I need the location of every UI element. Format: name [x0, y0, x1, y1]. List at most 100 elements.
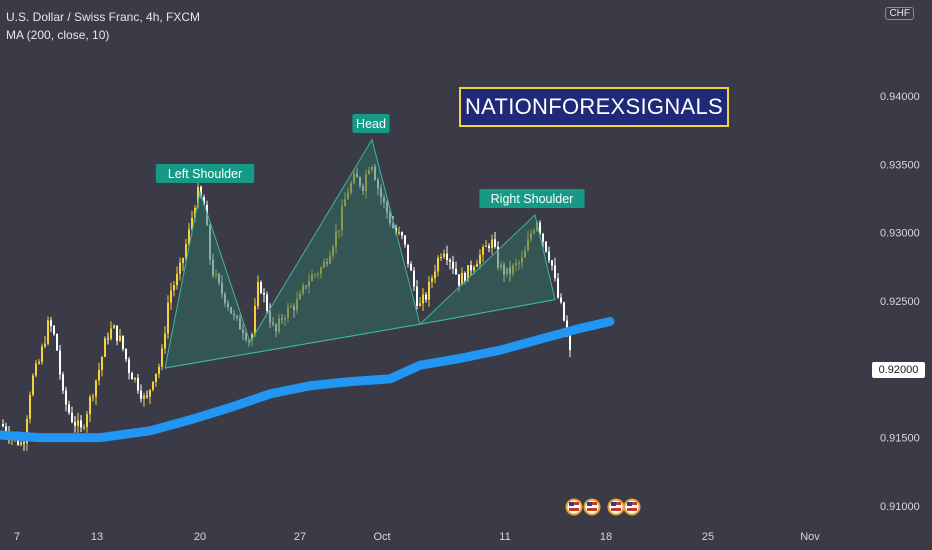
flag-stripe [587, 508, 597, 511]
head-and-shoulders-pattern [164, 138, 556, 369]
candle-body [266, 294, 268, 311]
moving-average-line [0, 317, 615, 443]
candle-body [263, 292, 265, 295]
last-price-label: 0.92000 [872, 362, 925, 378]
us-flag-icon[interactable] [565, 498, 583, 516]
candle-body [17, 436, 19, 445]
us-flag-icon[interactable] [623, 498, 641, 516]
candle-body [161, 348, 163, 367]
flag-canton [627, 502, 632, 506]
y-tick-label: 0.93500 [880, 159, 920, 171]
symbol-title: U.S. Dollar / Swiss Franc, 4h, FXCM [6, 10, 201, 24]
candle-body [56, 334, 58, 351]
candle-body [467, 265, 469, 282]
candle-body [434, 271, 436, 279]
us-flag-icon[interactable] [607, 498, 625, 516]
currency-badge[interactable]: CHF [885, 7, 914, 20]
x-tick-label: 20 [194, 531, 206, 543]
candle-body [569, 335, 571, 351]
candle-body [173, 285, 175, 291]
candle-body [425, 294, 427, 300]
price-axis: 0.940000.935000.930000.925000.920000.915… [880, 91, 920, 513]
candle-body [125, 348, 127, 360]
candle-body [485, 245, 487, 248]
candle-body [398, 232, 400, 234]
candle-body [38, 361, 40, 364]
candle-body [260, 282, 262, 293]
candle-body [182, 258, 184, 263]
candle-body [158, 366, 160, 374]
y-tick-label: 0.91000 [880, 501, 920, 513]
candle-body [74, 422, 76, 426]
candle-body [71, 412, 73, 423]
candle-body [200, 186, 202, 198]
candle-body [548, 251, 550, 261]
candle-body [410, 263, 412, 271]
flag-canton [569, 502, 574, 506]
candle-body [554, 265, 556, 279]
candle-body [416, 286, 418, 306]
candle-body [422, 294, 424, 304]
y-tick-label: 0.91500 [880, 433, 920, 445]
pattern-label-bg [155, 164, 255, 183]
candle-body [65, 390, 67, 405]
candle-body [452, 261, 454, 269]
candle-body [89, 396, 91, 415]
brand-watermark: NATIONFOREXSIGNALS [459, 87, 729, 127]
candle-body [140, 390, 142, 399]
x-tick-label: 25 [702, 531, 714, 543]
candle-body [167, 302, 169, 334]
candle-body [152, 381, 154, 390]
candle-body [77, 420, 79, 426]
candle-body [401, 232, 403, 236]
event-markers [565, 498, 641, 516]
us-flag-icon[interactable] [583, 498, 601, 516]
candle-body [20, 442, 22, 445]
candle-body [131, 373, 133, 380]
candle-body [62, 374, 64, 391]
candle-body [431, 278, 433, 282]
candle-body [440, 257, 442, 259]
candle-body [2, 424, 4, 427]
candle-body [98, 369, 100, 381]
candle-body [446, 253, 448, 260]
pattern-label-text: Right Shoulder [491, 192, 574, 206]
candle-body [437, 257, 439, 272]
candle-body [107, 338, 109, 340]
candle-body [491, 239, 493, 248]
flag-canton [611, 502, 616, 506]
candle-body [479, 254, 481, 264]
flag-stripe [569, 508, 579, 511]
indicator-legend[interactable]: MA (200, close, 10) [6, 28, 110, 42]
candle-body [122, 335, 124, 349]
candle-body [407, 244, 409, 264]
flag-canton [587, 502, 592, 506]
candle-body [143, 395, 145, 399]
candle-body [428, 281, 430, 300]
candle-body [5, 426, 7, 434]
candle-body [542, 233, 544, 242]
candle-body [104, 338, 106, 357]
candle-body [191, 218, 193, 230]
candle-body [404, 235, 406, 245]
candle-body [179, 262, 181, 274]
candle-body [413, 270, 415, 287]
candle-body [539, 222, 541, 234]
candle-body [551, 260, 553, 266]
y-tick-label: 0.93000 [880, 228, 920, 240]
candle-body [473, 266, 475, 271]
candle-body [101, 356, 103, 370]
x-tick-label: 11 [499, 531, 510, 543]
neckline [164, 299, 556, 369]
candle-body [164, 333, 166, 349]
candle-body [23, 442, 25, 444]
candle-body [53, 325, 55, 335]
candle-body [128, 359, 130, 374]
candle-body [113, 325, 115, 329]
candle-body [134, 377, 136, 380]
candle-body [488, 245, 490, 248]
candle-body [86, 414, 88, 428]
candle-body [92, 396, 94, 398]
